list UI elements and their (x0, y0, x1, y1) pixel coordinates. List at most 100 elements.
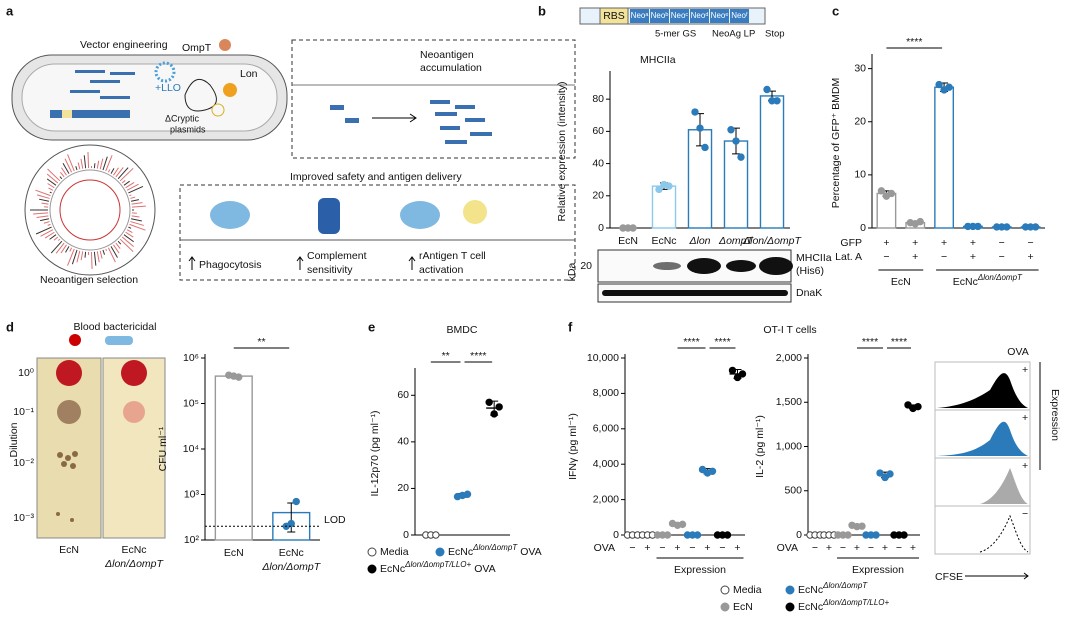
point (629, 224, 637, 232)
point (727, 126, 735, 134)
y-tick-label: 40 (592, 157, 604, 169)
genome-tick (44, 231, 55, 239)
legend-label-part: Media (733, 584, 762, 596)
label: Dilution (8, 422, 20, 457)
row-name: GFP (840, 237, 862, 249)
sig-label: ** (257, 336, 265, 348)
point (763, 85, 771, 94)
point (698, 465, 707, 474)
up-arrows (188, 256, 416, 270)
sig-label: **** (470, 350, 486, 362)
y-axis-label: Percentage of GFP⁺ BMDM (830, 78, 842, 208)
genome-tick (77, 162, 81, 170)
antigens (330, 100, 492, 144)
genome-circle (24, 144, 156, 276)
label: Stop (765, 29, 785, 40)
genome-tick (67, 154, 75, 172)
x-tick-sublabel: Δlon/ΔompT (261, 561, 321, 573)
rbs-label: RBS (603, 10, 625, 22)
y-tick-label: 40 (397, 436, 409, 448)
row-value: + (826, 542, 832, 554)
genome-tick (55, 242, 65, 254)
label: 10⁻² (13, 457, 34, 469)
legend-marker (785, 585, 795, 595)
row-value: + (941, 237, 947, 249)
legend-label: Media (733, 584, 762, 596)
point (773, 97, 781, 105)
genome-tick (102, 156, 108, 171)
label: − (1022, 508, 1028, 520)
legend-label-part: EcNc (798, 601, 823, 613)
legend-marker (720, 585, 730, 595)
y-tick-label: 2,000 (593, 493, 619, 505)
label: + (1022, 412, 1028, 424)
legend-label-part: Media (380, 546, 409, 558)
genome-tick (117, 240, 122, 245)
label: sensitivity (307, 264, 353, 276)
point (678, 520, 687, 529)
panel-label: f (568, 319, 573, 334)
x-tick-label: EcN (224, 547, 244, 559)
y-tick-label: 4,000 (593, 458, 619, 470)
label: DnaK (796, 287, 822, 299)
y-tick-label: 60 (397, 389, 409, 401)
genome-tick (102, 249, 105, 255)
genome-tick (107, 169, 111, 173)
y-tick-label: 20 (397, 482, 409, 494)
row-name: OVA (594, 542, 615, 554)
panel-label: e (368, 319, 375, 334)
label: Neoantigen selection (40, 274, 138, 286)
genome-tick (99, 158, 104, 170)
point (877, 187, 886, 195)
legend-marker (367, 547, 377, 557)
genome-tick (131, 202, 143, 205)
y-tick-label: 0 (598, 222, 604, 234)
genome-tick (61, 167, 67, 176)
row-value: − (883, 251, 889, 263)
point (914, 402, 922, 411)
point (701, 143, 709, 152)
legend-label: EcNcΔlon/ΔompT/LLO+ (798, 598, 890, 613)
point (916, 217, 924, 226)
genome-tick (99, 250, 103, 259)
legend-marker (785, 602, 795, 612)
x-tick-label: EcN (618, 235, 638, 247)
label: OmpT (182, 42, 212, 54)
legend-label-part: Δlon/ΔompT (472, 543, 518, 552)
label: CFSE (935, 571, 963, 583)
llo-icon (154, 61, 176, 83)
genome-tick (125, 182, 135, 189)
point (900, 531, 908, 539)
y-axis-label: IL-2 (pg ml⁻¹) (754, 415, 766, 478)
group-label: Expression (674, 564, 726, 576)
point (904, 401, 912, 409)
chart-title: BMDC (447, 324, 478, 336)
y-tick-label: 20 (592, 190, 604, 202)
point (432, 531, 440, 539)
genome-tick (113, 167, 119, 176)
genome-tick (76, 250, 81, 263)
y-tick-label: 8,000 (593, 387, 619, 399)
genome-tick (83, 155, 87, 169)
genome-tick (126, 183, 139, 191)
point (696, 124, 704, 132)
panel-label: b (538, 3, 546, 18)
group-label: EcNcΔlon/ΔompT (953, 273, 1023, 288)
genome-tick (130, 199, 140, 202)
y-axis-label: Relative expression (intensity) (556, 81, 568, 221)
genome-tick (117, 167, 129, 180)
row-name: Lat. A (835, 251, 862, 263)
colonies (56, 360, 147, 522)
neo-label: Neoᵃ (631, 11, 650, 20)
genome-tick (58, 238, 61, 241)
label: MHCIIa (796, 252, 832, 264)
point (463, 490, 472, 498)
point (737, 153, 745, 161)
group-label-part: EcN (891, 276, 911, 288)
genome-tick (130, 218, 142, 222)
label: + (1022, 364, 1028, 376)
row-value: − (840, 542, 846, 554)
row-value: − (999, 237, 1005, 249)
